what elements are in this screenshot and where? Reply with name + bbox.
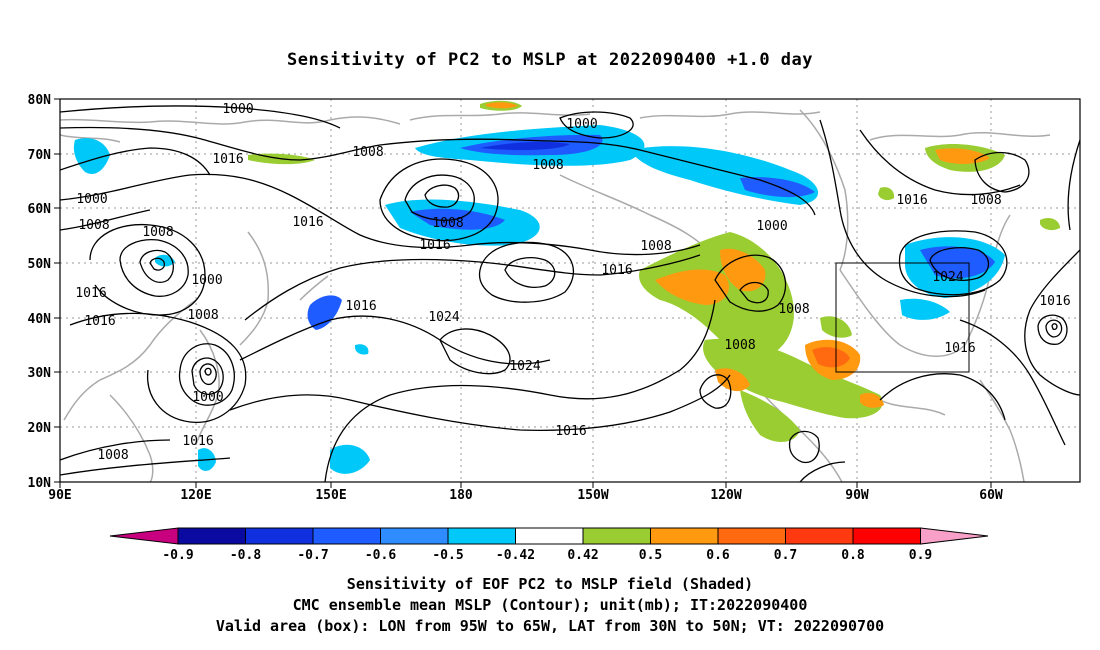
- contour-label: 1000: [76, 192, 107, 207]
- longitude-labels: 90E 120E 150E 180 150W 120W 90W 60W: [48, 488, 1003, 503]
- lat-label: 40N: [28, 312, 52, 327]
- lon-label: 150E: [315, 488, 346, 503]
- mslp-contours: [60, 105, 1080, 482]
- contour-label: 1024: [428, 310, 459, 325]
- colorbar-label: -0.5: [432, 548, 463, 563]
- contour-label: 1016: [419, 238, 450, 253]
- colorbar-bin: [380, 527, 449, 545]
- map-frame: [59, 98, 1081, 483]
- contour-label: 1024: [509, 359, 540, 374]
- contour-label: 1016: [601, 263, 632, 278]
- contour-label: 1016: [84, 314, 115, 329]
- colorbar-bin: [245, 527, 314, 545]
- lat-label: 30N: [28, 366, 52, 381]
- colorbar-bin: [852, 527, 921, 545]
- colorbar-label: 0.8: [841, 548, 865, 563]
- colorbar-label: 0.6: [706, 548, 730, 563]
- lat-label: 50N: [28, 257, 52, 272]
- contour-label: 1008: [142, 225, 173, 240]
- contour-label: 1016: [182, 434, 213, 449]
- colorbar-labels: -0.9 -0.8 -0.7 -0.6 -0.5 -0.42 0.42 0.5 …: [162, 548, 932, 563]
- colorbar-bin: [650, 527, 719, 545]
- lat-label: 80N: [28, 93, 52, 108]
- colorbar-bin: [785, 527, 854, 545]
- contour-label: 1008: [778, 302, 809, 317]
- latitude-labels: 80N 70N 60N 50N 40N 30N 20N 10N: [28, 93, 52, 491]
- lat-label: 70N: [28, 148, 52, 163]
- valid-area-box: [835, 262, 970, 373]
- colorbar-under-triangle: [109, 527, 179, 545]
- contour-label: 1008: [352, 145, 383, 160]
- contour-label: 1008: [78, 218, 109, 233]
- contour-label: 1000: [192, 390, 223, 405]
- colorbar-over-triangle: [920, 527, 989, 545]
- colorbar-label: 0.42: [567, 548, 598, 563]
- colorbar-label: -0.9: [162, 548, 193, 563]
- contour-label: 1008: [97, 448, 128, 463]
- lon-label: 90W: [845, 488, 869, 503]
- colorbar-label: 0.7: [774, 548, 797, 563]
- map-title: Sensitivity of PC2 to MSLP at 2022090400…: [286, 50, 813, 70]
- captions: Sensitivity of EOF PC2 to MSLP field (Sh…: [0, 574, 1100, 637]
- lon-label: 150W: [577, 488, 608, 503]
- contour-label: 1016: [555, 424, 586, 439]
- contour-label: 1016: [345, 299, 376, 314]
- contour-label: 1008: [970, 193, 1001, 208]
- contour-label: 1008: [187, 308, 218, 323]
- lon-label: 120E: [180, 488, 211, 503]
- colorbar-bin: [582, 527, 651, 545]
- contour-label: 1000: [222, 102, 253, 117]
- contour-label: 1016: [944, 341, 975, 356]
- contour-label: 1008: [724, 338, 755, 353]
- contour-label: 1000: [566, 117, 597, 132]
- lat-label: 10N: [28, 476, 52, 491]
- colorbar-label: 0.9: [909, 548, 932, 563]
- colorbar-bin: [177, 527, 246, 545]
- colorbar-label: 0.5: [639, 548, 662, 563]
- lon-label: 120W: [710, 488, 741, 503]
- lon-label: 180: [449, 488, 473, 503]
- coastlines: [60, 109, 1051, 482]
- colorbar-label: -0.8: [230, 548, 261, 563]
- sensitivity-shading: [73, 100, 1060, 474]
- contour-label: 1000: [191, 273, 222, 288]
- contour-label: 1008: [640, 239, 671, 254]
- contour-label: 1008: [532, 158, 563, 173]
- lat-label: 60N: [28, 202, 52, 217]
- contour-label: 1024: [932, 270, 963, 285]
- caption-contour: CMC ensemble mean MSLP (Contour); unit(m…: [292, 596, 808, 614]
- colorbar-label: -0.6: [365, 548, 396, 563]
- contour-label: 1016: [292, 215, 323, 230]
- contour-label: 1000: [756, 219, 787, 234]
- contour-label: 1016: [1039, 294, 1070, 309]
- colorbar-label: -0.42: [496, 548, 535, 563]
- contour-label: 1008: [432, 216, 463, 231]
- contour-label: 1016: [75, 286, 106, 301]
- caption-shading: Sensitivity of EOF PC2 to MSLP field (Sh…: [346, 575, 754, 593]
- colorbar-bin: [447, 527, 516, 545]
- contour-labels: 1000 1000 1008 1016 1000 1008 1008 1016 …: [75, 102, 1070, 449]
- lat-label: 20N: [28, 421, 52, 436]
- contour-label: 1016: [896, 193, 927, 208]
- caption-valid-area: Valid area (box): LON from 95W to 65W, L…: [215, 617, 885, 635]
- contour-label: 1016: [212, 152, 243, 167]
- lon-label: 60W: [979, 488, 1003, 503]
- colorbar-label: -0.7: [297, 548, 328, 563]
- lon-label: 90E: [48, 488, 71, 503]
- axis-ticks: [54, 98, 992, 488]
- colorbar: [109, 527, 989, 545]
- colorbar-bin: [717, 527, 786, 545]
- colorbar-bin: [312, 527, 381, 545]
- colorbar-bin: [515, 527, 584, 545]
